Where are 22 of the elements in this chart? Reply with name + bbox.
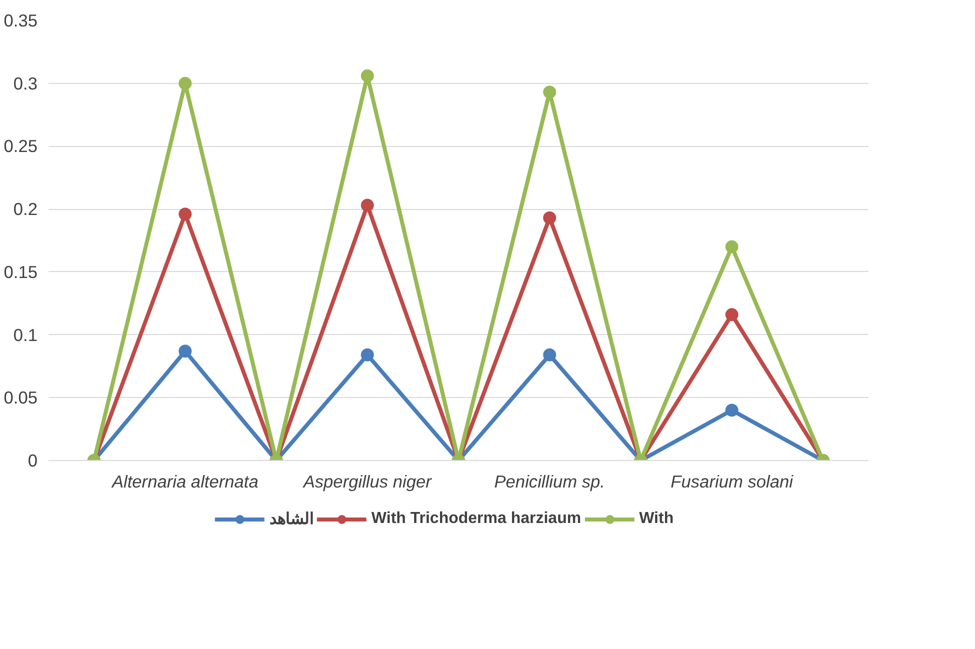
y-tick-label: 0 [28, 450, 38, 470]
y-tick-label: 0.15 [4, 262, 38, 282]
y-tick-label: 0.25 [4, 136, 38, 156]
y-tick-label: 0.2 [13, 199, 38, 220]
point [178, 208, 192, 221]
point [360, 198, 374, 212]
legend-label: With [639, 510, 674, 528]
point [360, 69, 374, 82]
x-tick-label: Aspergillus niger [302, 472, 433, 492]
y-tick-label: 0.3 [13, 73, 38, 94]
point [543, 86, 556, 99]
y-tick-label: 0.05 [4, 388, 38, 408]
x-tick-label: Fusarium solani [670, 472, 794, 492]
legend-label: الشاهد [269, 510, 314, 529]
legend-label: With Trichoderma harziaum [371, 510, 582, 528]
x-tick-label: Alternaria alternata [110, 472, 259, 492]
y-tick-label: 0.35 [4, 10, 38, 30]
point [543, 211, 556, 224]
point [725, 240, 738, 254]
point [178, 76, 192, 90]
x-tick-label: Penicillium sp. [494, 472, 605, 492]
y-tick-label: 0.1 [13, 324, 38, 345]
